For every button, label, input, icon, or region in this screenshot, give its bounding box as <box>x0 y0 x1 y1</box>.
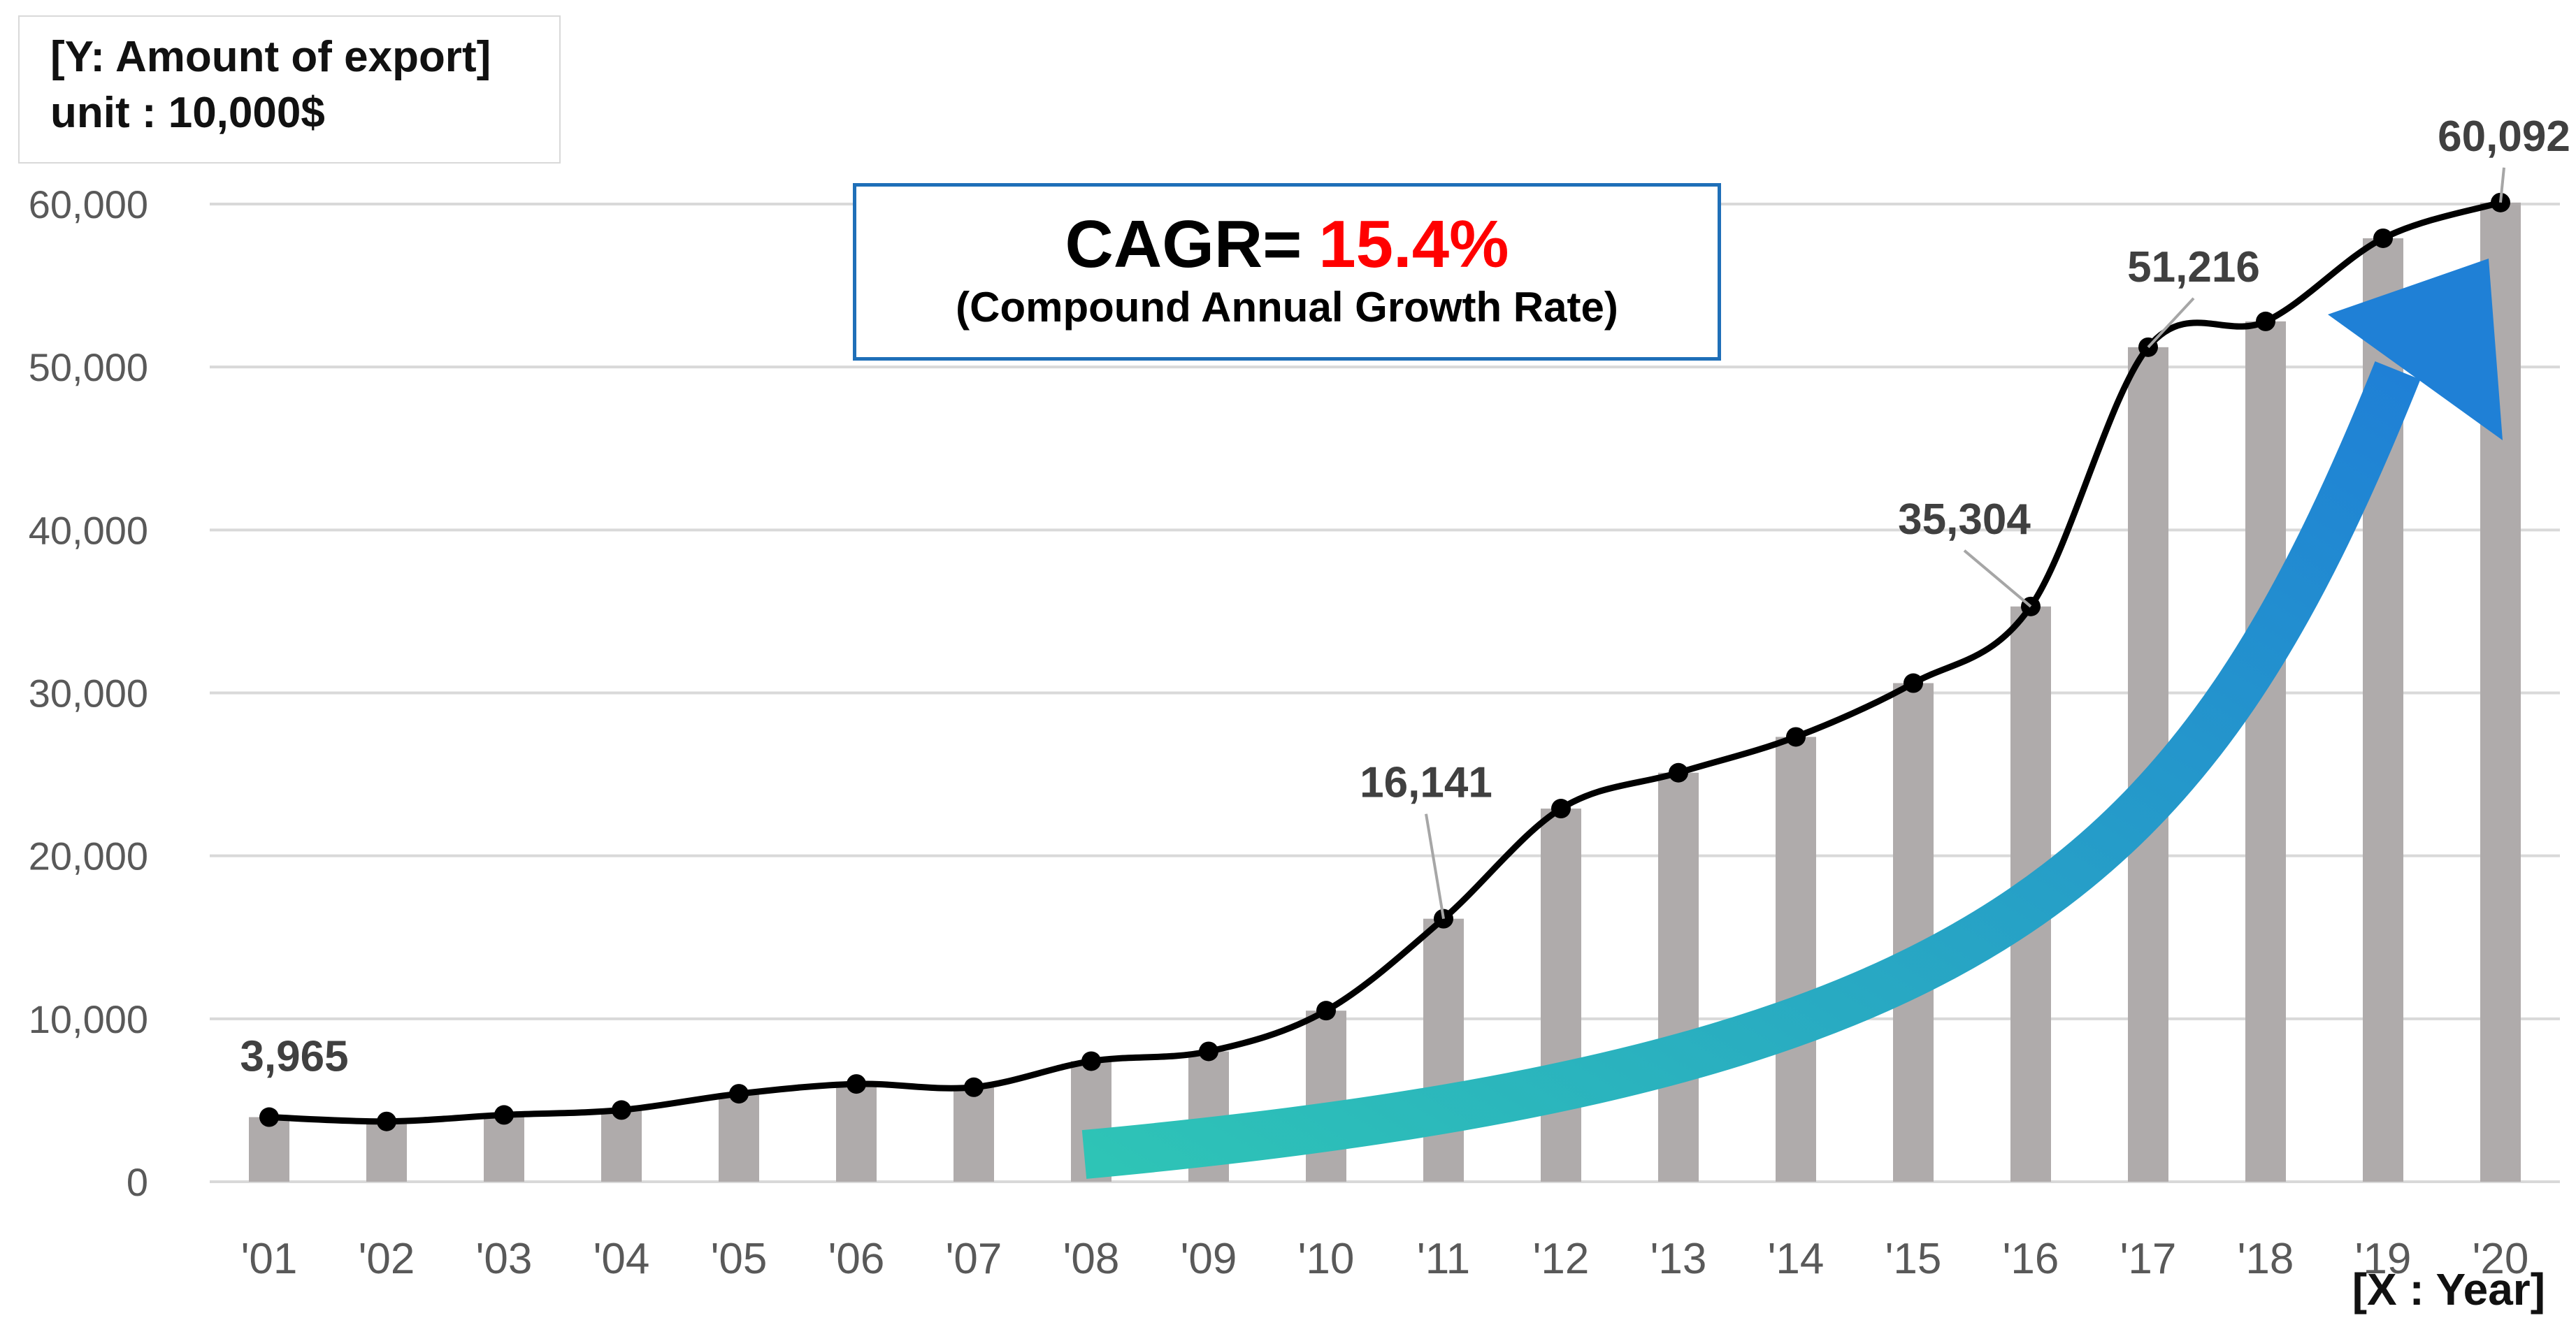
bar <box>484 1115 524 1182</box>
line-point <box>847 1074 866 1094</box>
line-point <box>2373 228 2393 248</box>
leader-line <box>2147 297 2195 349</box>
cagr-value: 15.4% <box>1318 207 1509 282</box>
line-point <box>494 1105 514 1125</box>
x-tick-label: '09 <box>1181 1235 1237 1283</box>
bar <box>601 1110 642 1182</box>
data-label: 16,141 <box>1360 759 1492 807</box>
trend-arrow-shaft <box>1081 361 2421 1179</box>
gridlines <box>210 203 2560 1183</box>
line-point <box>1551 799 1571 819</box>
line-point <box>1434 908 1453 929</box>
x-tick-label: '16 <box>2003 1235 2059 1283</box>
line-point <box>1669 762 1688 783</box>
x-tick-label: '06 <box>828 1235 885 1283</box>
leader-line <box>1425 813 1445 919</box>
x-tick-label: '02 <box>359 1235 415 1283</box>
x-tick-label: '18 <box>2238 1235 2294 1283</box>
bar <box>1893 683 1934 1182</box>
x-tick-label: '15 <box>1885 1235 1942 1283</box>
trend-arrow-head <box>2328 259 2503 440</box>
line-point <box>1786 727 1806 747</box>
x-tick-label: '08 <box>1063 1235 1120 1283</box>
y-axis-title-box: [Y: Amount of export] unit : 10,000$ <box>18 15 561 164</box>
cagr-label: CAGR= <box>1065 207 1302 282</box>
line-point <box>1904 673 1923 693</box>
x-tick-label: '03 <box>476 1235 533 1283</box>
bar <box>1776 737 1816 1182</box>
x-axis-title: [X : Year] <box>2352 1264 2545 1315</box>
y-tick-label: 60,000 <box>29 182 148 226</box>
trend-arrow <box>1081 259 2503 1179</box>
line-point <box>1081 1051 1101 1071</box>
bar <box>1423 918 1464 1182</box>
cagr-headline: CAGR= 15.4% <box>856 206 1718 283</box>
x-tick-label: '04 <box>593 1235 650 1283</box>
y-tick-label: 50,000 <box>29 345 148 389</box>
y-tick-label: 10,000 <box>29 997 148 1041</box>
bar <box>719 1094 759 1182</box>
x-tick-label: '14 <box>1768 1235 1825 1283</box>
line-point <box>1199 1041 1218 1062</box>
data-label: 35,304 <box>1898 495 2031 544</box>
y-axis-unit: unit : 10,000$ <box>50 89 325 137</box>
data-label: 51,216 <box>2127 243 2260 291</box>
x-tick-label: '20 <box>2473 1235 2529 1283</box>
leader-line <box>1963 549 2032 608</box>
cagr-description: (Compound Annual Growth Rate) <box>956 284 1618 331</box>
y-axis-title: [Y: Amount of export] <box>50 33 491 81</box>
y-tick-label: 30,000 <box>29 672 148 716</box>
y-tick-label: 20,000 <box>29 834 148 878</box>
x-axis-ticks: '01 '02 '03 '04 '05 '06 '07 '08 '09 '10 '11 '12 '13 '… <box>241 1235 2529 1283</box>
y-axis-ticks: 0 10,000 20,000 30,000 40,000 50,000 60,000 <box>29 182 148 1204</box>
x-tick-label: '07 <box>946 1235 1002 1283</box>
line-point <box>612 1100 631 1120</box>
cagr-box: CAGR= 15.4% (Compound Annual Growth Rate) <box>853 183 1721 361</box>
x-tick-label: '11 <box>1417 1235 1470 1283</box>
bar <box>1658 772 1699 1182</box>
data-label: 60,092 <box>2438 113 2570 161</box>
bar <box>249 1117 289 1182</box>
line-point <box>964 1077 984 1097</box>
bar <box>836 1084 877 1182</box>
x-tick-label: '17 <box>2120 1235 2177 1283</box>
line-point <box>1316 1001 1336 1021</box>
line-point <box>259 1107 279 1127</box>
bar <box>2245 321 2286 1182</box>
line-point <box>377 1111 396 1131</box>
bar <box>1306 1011 1346 1182</box>
leader-line <box>2499 167 2505 203</box>
data-labels: 3,965 16,141 35,304 51,216 60,092 <box>240 113 2570 1081</box>
bar <box>1541 809 1581 1182</box>
x-tick-label: '19 <box>2355 1235 2412 1283</box>
x-tick-label: '13 <box>1650 1235 1707 1283</box>
x-tick-label: '12 <box>1533 1235 1590 1283</box>
x-tick-label: '01 <box>241 1235 298 1283</box>
bar <box>954 1087 994 1182</box>
line-point <box>729 1084 749 1104</box>
y-tick-label: 40,000 <box>29 508 148 552</box>
data-label: 3,965 <box>240 1033 348 1081</box>
bar <box>366 1121 407 1182</box>
x-tick-label: '10 <box>1298 1235 1355 1283</box>
line-point <box>2256 311 2275 331</box>
y-tick-label: 0 <box>127 1160 148 1204</box>
x-tick-label: '05 <box>711 1235 768 1283</box>
